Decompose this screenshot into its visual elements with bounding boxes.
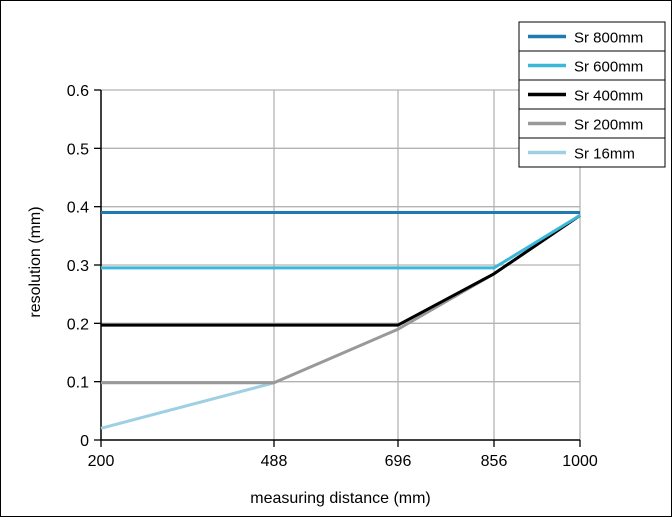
legend-label: Sr 16mm [574, 146, 635, 163]
x-tick-label: 856 [481, 453, 508, 470]
legend-label: Sr 800mm [574, 30, 643, 47]
y-axis-label: resolution (mm) [27, 206, 44, 317]
series-line-sr-400mm [101, 214, 581, 327]
legend-label: Sr 200mm [574, 117, 643, 134]
series-lines [100, 211, 581, 430]
y-tick-label: 0.3 [67, 258, 89, 275]
y-tick-label: 0.4 [67, 200, 89, 217]
x-tick-label: 1000 [562, 453, 598, 470]
x-tick-label: 696 [385, 453, 412, 470]
series-line-sr-600mm [101, 214, 581, 270]
y-tick-label: 0.6 [67, 83, 89, 100]
y-tick-label: 0.1 [67, 375, 89, 392]
legend-label: Sr 400mm [574, 88, 643, 105]
series-line-sr-16mm [100, 381, 275, 430]
x-tick-label: 488 [261, 453, 288, 470]
legend-label: Sr 600mm [574, 59, 643, 76]
legend: Sr 800mm Sr 600mm Sr 400mm Sr 200mm Sr 16mm [518, 21, 666, 168]
ticks: 0 0.1 0.2 0.3 0.4 0.5 0.6 200 488 696 856 1000 [67, 83, 598, 470]
y-tick-label: 0.2 [67, 316, 89, 333]
y-tick-label: 0 [80, 433, 89, 450]
x-tick-label: 200 [88, 453, 115, 470]
y-tick-label: 0.5 [67, 141, 89, 158]
series-line-sr-200mm [101, 214, 581, 385]
x-axis-label: measuring distance (mm) [250, 490, 431, 507]
